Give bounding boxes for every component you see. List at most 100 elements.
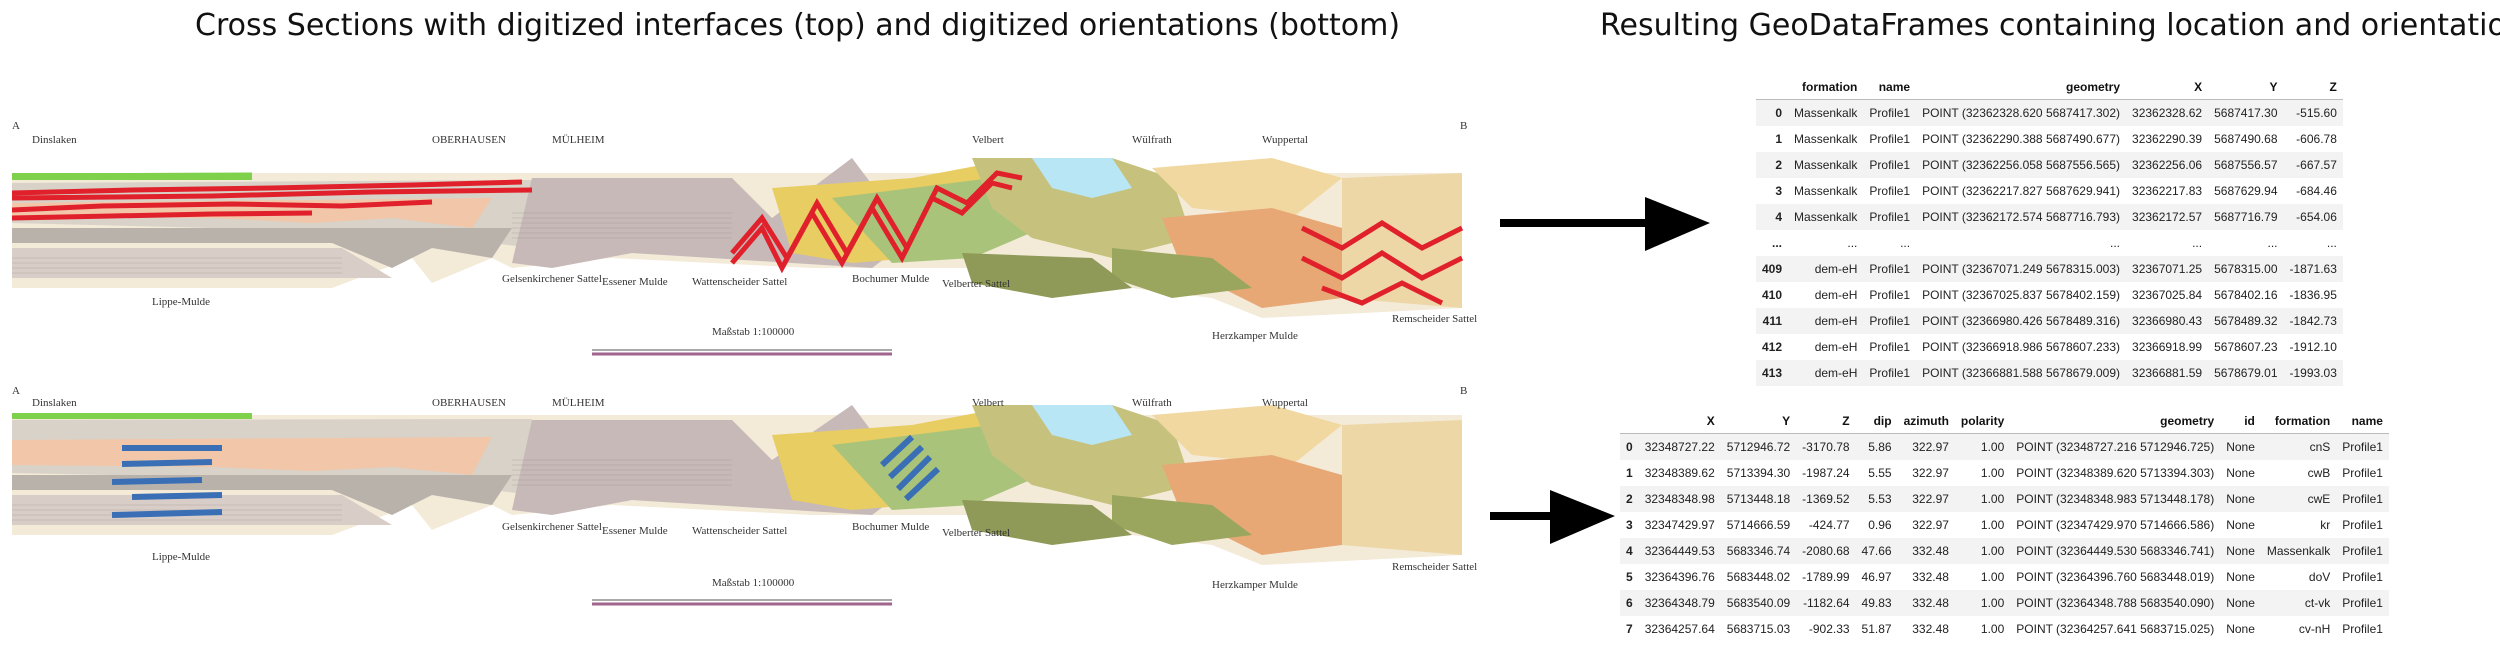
table-cell: 5712946.72 [1726,440,1791,454]
row-index: 4 [1626,544,1633,558]
place-label: Velbert [972,397,1004,409]
table-row: 2 32348348.98 5713448.18 -1369.52 5.53 322.97… [1620,486,2389,512]
structure-label: Lippe-Mulde [152,296,211,308]
table-cell: 322.97 [1912,518,1949,532]
table-cell: 32366881.59 [2132,366,2203,380]
table-cell: Massenkalk [1794,106,1858,120]
table-row: 5 32364396.76 5683448.02 -1789.99 46.97 332.4… [1620,564,2389,590]
table-cell: Profile1 [1869,158,1911,172]
structure-label: Herzkamper Mulde [1212,330,1298,342]
cross-section-interfaces-drawing [12,158,1464,356]
place-label: Velbert [972,134,1004,146]
table-cell: POINT (32364257.641 5683715.025) [2016,622,2215,636]
table-cell: POINT (32366980.426 5678489.316) [1922,314,2121,328]
place-label: Wülfrath [1132,134,1172,146]
row-index: 4 [1775,210,1783,224]
table-cell: ... [2267,236,2278,250]
table-cell: 32367071.25 [2132,262,2203,276]
section-start-label: A [12,120,20,132]
table-cell: 5678679.01 [2214,366,2278,380]
table-cell: Profile1 [2342,544,2383,558]
table-cell: POINT (32364449.530 5683346.741) [2016,544,2215,558]
table-cell: POINT (32348727.216 5712946.725) [2016,440,2215,454]
section-end-label: B [1460,120,1468,132]
arrow-right-icon [1490,490,1615,544]
table-cell: -424.77 [1808,518,1850,532]
table-cell: 5687629.94 [2214,184,2278,198]
table-cell: Profile1 [2342,596,2383,610]
table-cell: Profile1 [1869,132,1911,146]
column-header: formation [2274,414,2331,428]
row-index: 3 [1775,184,1783,198]
column-header: geometry [2160,414,2215,428]
row-index: 413 [1762,366,1783,380]
place-label: Dinslaken [32,397,77,409]
table-cell: -667.57 [2296,158,2337,172]
structure-label: Bochumer Mulde [852,521,930,533]
table-cell: 5683448.02 [1726,570,1791,584]
table-cell: -2080.68 [1802,544,1850,558]
table-row: ..................... [1756,230,2343,256]
table-cell: POINT (32364348.788 5683540.090) [2016,596,2215,610]
table-cell: POINT (32362256.058 5687556.565) [1922,158,2121,172]
column-header: azimuth [1903,414,1949,428]
table-cell: Profile1 [1869,314,1911,328]
table-cell: 5714666.59 [1726,518,1791,532]
table-cell: POINT (32362328.620 5687417.302) [1922,106,2121,120]
row-index: 1 [1775,132,1783,146]
table-cell: 5.53 [1868,492,1892,506]
table-cell: POINT (32347429.970 5714666.586) [2016,518,2215,532]
table-cell: ... [2326,236,2337,250]
table-cell: -1842.73 [2289,314,2337,328]
table-cell: 32362256.06 [2132,158,2203,172]
table-cell: 332.48 [1912,544,1949,558]
table-cell: None [2226,440,2255,454]
column-header: name [2351,414,2383,428]
table-cell: ct-vk [2304,596,2331,610]
column-header: name [1878,80,1911,94]
table-cell: 5713448.18 [1726,492,1791,506]
place-label: MÜLHEIM [552,397,605,409]
table-cell: Profile1 [2342,492,2383,506]
row-index: ... [1772,236,1783,250]
table-cell: None [2226,622,2255,636]
column-header: formation [1802,80,1858,94]
table-cell: 32364396.76 [1644,570,1715,584]
table-cell: 5678489.32 [2214,314,2278,328]
table-cell: 1.00 [1980,544,2005,558]
table-cell: 5687417.30 [2214,106,2278,120]
table-row: 1 32348389.62 5713394.30 -1987.24 5.55 322.97… [1620,460,2389,486]
place-label: Wuppertal [1262,134,1308,146]
row-index: 2 [1626,492,1633,506]
table-cell: -515.60 [2296,106,2337,120]
row-index: 0 [1775,106,1783,120]
table-cell: None [2226,466,2255,480]
table-cell: 32362172.57 [2132,210,2203,224]
structure-label: Essener Mulde [602,525,668,537]
table-row: 4 Massenkalk Profile1 POINT (32362172.574 5… [1756,204,2343,230]
table-cell: ... [2110,236,2121,250]
column-header: polarity [1960,414,2005,428]
table-cell: doV [2308,570,2331,584]
table-cell: 5678607.23 [2214,340,2278,354]
table-row: 3 32347429.97 5714666.59 -424.77 0.96 322.97 1… [1620,512,2389,538]
column-header: Y [2269,80,2278,94]
table-row: 410 dem-eH Profile1 POINT (32367025.837 567… [1756,282,2343,308]
table-cell: Profile1 [2342,518,2383,532]
table-cell: 32362290.39 [2132,132,2203,146]
scale-title: Maßstab 1:100000 [712,577,795,589]
table-cell: 332.48 [1912,570,1949,584]
table-cell: -654.06 [2296,210,2337,224]
table-cell: 32348348.98 [1644,492,1715,506]
table-cell: 1.00 [1980,570,2005,584]
row-index: 2 [1775,158,1783,172]
table-cell: 32362328.62 [2132,106,2203,120]
row-index: 0 [1626,440,1633,454]
arrow-right-icon [1500,197,1710,251]
table-cell: ... [1847,236,1858,250]
cross-section-interfaces: A B Dinslaken OBERHAUSEN MÜLHEIM Velbert… [12,118,1492,388]
column-header: Z [1842,414,1850,428]
table-row: 412 dem-eH Profile1 POINT (32366918.986 567… [1756,334,2343,360]
scale-title: Maßstab 1:100000 [712,326,795,338]
